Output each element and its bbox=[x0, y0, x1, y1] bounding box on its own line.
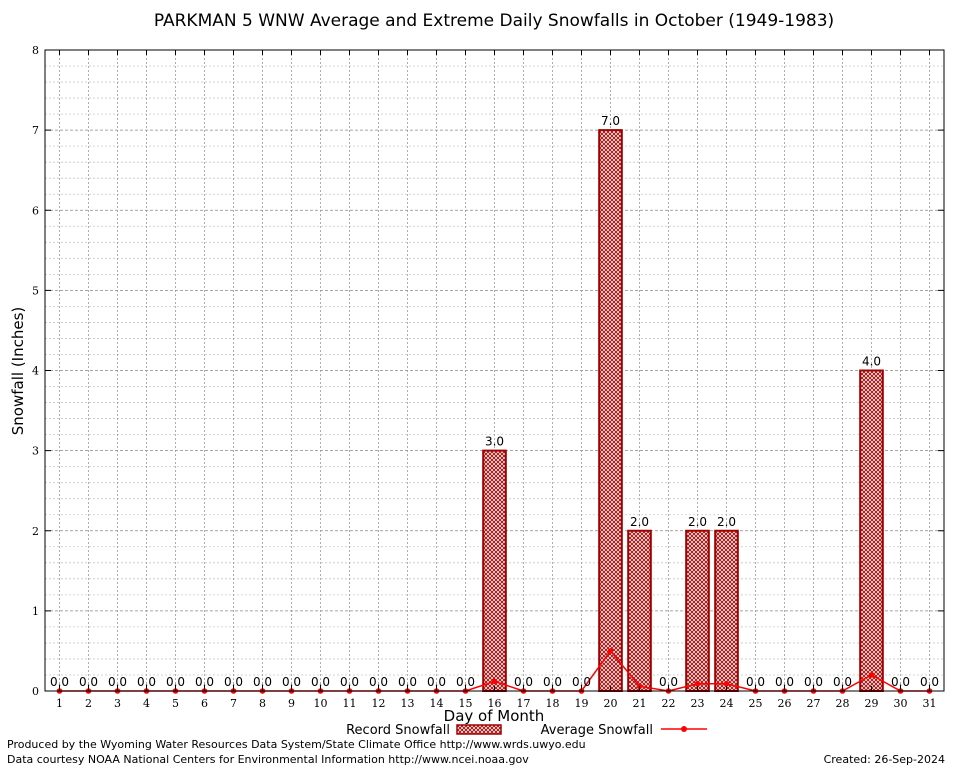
average-point-day-16 bbox=[491, 678, 498, 685]
x-tick-label: 20 bbox=[604, 697, 618, 710]
x-tick-label: 29 bbox=[865, 697, 879, 710]
x-tick-label: 30 bbox=[894, 697, 908, 710]
data-label-day-22: 0.0 bbox=[659, 675, 678, 689]
y-tick-label: 8 bbox=[32, 44, 39, 57]
y-tick-label: 7 bbox=[32, 124, 39, 137]
average-point-day-20 bbox=[607, 648, 614, 654]
x-tick-label: 2 bbox=[85, 697, 92, 710]
bar-day-23 bbox=[685, 529, 710, 692]
x-tick-label: 15 bbox=[459, 697, 473, 710]
footer-created: Created: 26-Sep-2024 bbox=[824, 753, 945, 766]
data-label-day-20: 7.0 bbox=[601, 114, 620, 128]
footer-source: Data courtesy NOAA National Centers for … bbox=[7, 753, 529, 766]
x-tick-label: 18 bbox=[546, 697, 560, 710]
bar-day-24 bbox=[714, 529, 739, 692]
bar-day-21 bbox=[627, 529, 652, 692]
x-tick-label: 31 bbox=[923, 697, 937, 710]
data-label-day-10: 0.0 bbox=[311, 675, 330, 689]
y-tick-label: 2 bbox=[32, 525, 39, 538]
bar-day-16 bbox=[482, 449, 507, 692]
x-tick-label: 7 bbox=[230, 697, 237, 710]
data-label-day-16: 3.0 bbox=[485, 435, 504, 449]
data-label-day-1: 0.0 bbox=[50, 675, 69, 689]
footer-producer: Produced by the Wyoming Water Resources … bbox=[7, 738, 586, 751]
data-label-day-2: 0.0 bbox=[79, 675, 98, 689]
x-tick-label: 9 bbox=[288, 697, 295, 710]
data-label-day-30: 0.0 bbox=[891, 675, 910, 689]
data-label-day-13: 0.0 bbox=[398, 675, 417, 689]
data-label-day-4: 0.0 bbox=[137, 675, 156, 689]
x-tick-label: 21 bbox=[633, 697, 647, 710]
y-tick-label: 3 bbox=[32, 445, 39, 458]
x-tick-label: 12 bbox=[372, 697, 386, 710]
data-label-day-17: 0.0 bbox=[514, 675, 533, 689]
x-tick-label: 17 bbox=[517, 697, 531, 710]
x-tick-label: 8 bbox=[259, 697, 266, 710]
data-label-day-6: 0.0 bbox=[195, 675, 214, 689]
data-label-day-21: 2.0 bbox=[630, 515, 649, 529]
bar-day-29 bbox=[859, 369, 884, 692]
data-label-day-26: 0.0 bbox=[775, 675, 794, 689]
data-label-day-18: 0.0 bbox=[543, 675, 562, 689]
average-point-day-23 bbox=[694, 680, 701, 687]
y-tick-label: 0 bbox=[32, 685, 39, 698]
legend-average-label: Average Snowfall bbox=[541, 723, 653, 738]
x-tick-label: 22 bbox=[662, 697, 676, 710]
data-label-day-14: 0.0 bbox=[427, 675, 446, 689]
x-tick-label: 28 bbox=[836, 697, 850, 710]
x-tick-label: 24 bbox=[720, 697, 734, 710]
data-label-day-3: 0.0 bbox=[108, 675, 127, 689]
data-label-day-5: 0.0 bbox=[166, 675, 185, 689]
x-tick-label: 25 bbox=[749, 697, 763, 710]
legend-average-marker bbox=[681, 726, 687, 732]
legend: Record Snowfall Average Snowfall bbox=[346, 723, 707, 738]
y-tick-label: 4 bbox=[32, 365, 39, 378]
grid-lines bbox=[45, 50, 944, 691]
x-tick-label: 19 bbox=[575, 697, 589, 710]
data-label-day-11: 0.0 bbox=[340, 675, 359, 689]
data-label-day-28: 0.0 bbox=[833, 675, 852, 689]
data-label-day-23: 2.0 bbox=[688, 515, 707, 529]
x-tick-label: 11 bbox=[343, 697, 357, 710]
x-tick-label: 5 bbox=[172, 697, 179, 710]
x-tick-label: 10 bbox=[314, 697, 328, 710]
y-tick-label: 5 bbox=[32, 284, 39, 297]
y-tick-label: 6 bbox=[32, 204, 39, 217]
data-label-day-25: 0.0 bbox=[746, 675, 765, 689]
x-tick-label: 1 bbox=[56, 697, 63, 710]
y-axis-label: Snowfall (Inches) bbox=[9, 307, 27, 435]
x-tick-label: 14 bbox=[430, 697, 444, 710]
data-label-day-7: 0.0 bbox=[224, 675, 243, 689]
x-tick-label: 4 bbox=[143, 697, 150, 710]
x-tick-label: 27 bbox=[807, 697, 821, 710]
data-labels: 0.0 0.0 0.0 0.0 0.0 0.0 0.0 0.0 0.0 0.0 0.0 0.0 0.0 0… bbox=[50, 114, 939, 689]
bar-series bbox=[482, 129, 884, 692]
x-tick-label: 23 bbox=[691, 697, 705, 710]
average-point-day-29 bbox=[868, 672, 875, 678]
bar-day-20 bbox=[598, 129, 623, 692]
data-label-day-27: 0.0 bbox=[804, 675, 823, 689]
x-axis-label: Day of Month bbox=[444, 707, 545, 725]
x-tick-label: 3 bbox=[114, 697, 121, 710]
data-label-day-8: 0.0 bbox=[253, 675, 272, 689]
legend-record-swatch bbox=[456, 724, 502, 735]
data-label-day-19: 0.0 bbox=[572, 675, 591, 689]
data-label-day-15: 0.0 bbox=[456, 675, 475, 689]
x-tick-label: 13 bbox=[401, 697, 415, 710]
x-tick-label: 16 bbox=[488, 697, 502, 710]
legend-record-label: Record Snowfall bbox=[346, 723, 450, 738]
y-tick-label: 1 bbox=[32, 605, 39, 618]
x-tick-label: 6 bbox=[201, 697, 208, 710]
data-label-day-29: 4.0 bbox=[862, 355, 881, 369]
chart-title: PARKMAN 5 WNW Average and Extreme Daily … bbox=[154, 11, 834, 31]
data-label-day-9: 0.0 bbox=[282, 675, 301, 689]
data-label-day-12: 0.0 bbox=[369, 675, 388, 689]
x-tick-label: 26 bbox=[778, 697, 792, 710]
average-point-day-24 bbox=[723, 680, 730, 687]
data-label-day-24: 2.0 bbox=[717, 515, 736, 529]
data-label-day-31: 0.0 bbox=[920, 675, 939, 689]
